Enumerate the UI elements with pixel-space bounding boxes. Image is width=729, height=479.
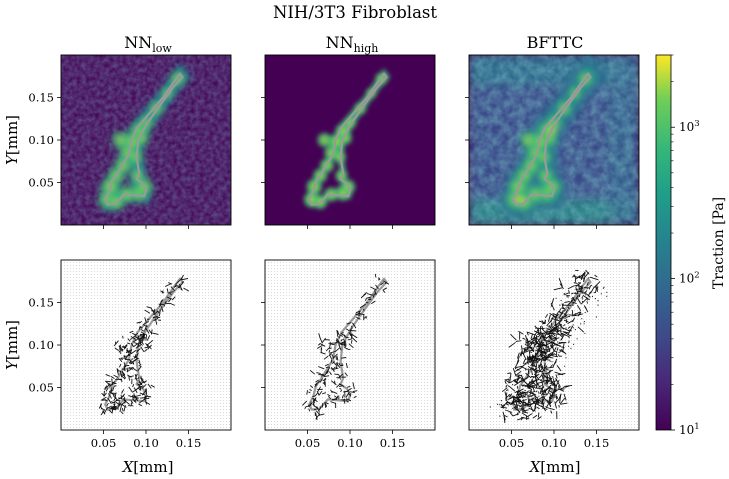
- x-tick-label: 0.05: [295, 436, 321, 450]
- x-tick-label: 0.10: [541, 436, 567, 450]
- panel-grid: 0.050.100.150.05 0.10 0.150.050.100.150.05…: [28, 54, 640, 450]
- x-tick-label: 0.05: [499, 436, 525, 450]
- colorbar-tick-label: 102: [679, 271, 700, 286]
- column-title-bfttc: BFTTC: [527, 33, 584, 52]
- colorbar-gradient: [655, 54, 672, 431]
- y-tick-label: 0.05: [28, 381, 54, 395]
- cell-outline: [308, 72, 388, 206]
- traction-arrows: [98, 274, 190, 416]
- panel-vector-field-nn-low: 0.05 0.10 0.15 0.05 0.10 0.15: [28, 259, 232, 450]
- x-tick-label: 0.15: [584, 436, 610, 450]
- x-tick-label: 0.10: [133, 436, 159, 450]
- traction-arrows: [302, 273, 390, 420]
- x-tick-label: 0.10: [337, 436, 363, 450]
- y-tick-label: 0.15: [28, 91, 54, 105]
- figure-title: NIH/3T3 Fibroblast: [273, 3, 437, 22]
- x-tick-label: 0.15: [380, 436, 406, 450]
- ylabel-top: Y[mm]: [3, 115, 21, 165]
- colorbar-tick-label: 101: [679, 422, 700, 437]
- colorbar-label: Traction [Pa]: [711, 197, 727, 289]
- y-tick-label: 0.15: [28, 296, 54, 310]
- xlabel-left: X[mm]: [122, 458, 174, 476]
- y-tick-label: 0.10: [28, 338, 54, 352]
- grid-dots: [61, 260, 231, 430]
- column-title-nn-low: NNlow: [124, 33, 172, 55]
- panel-traction-map-nn-low: 0.05 0.10 0.15: [28, 54, 232, 229]
- x-tick-label: 0.15: [176, 436, 202, 450]
- ylabel-bottom: Y[mm]: [3, 320, 21, 370]
- cell-outline: [104, 72, 184, 206]
- x-tick-label: 0.05: [91, 436, 117, 450]
- panel-vector-field-bfttc: 0.05 0.10 0.15: [465, 259, 640, 450]
- y-tick-label: 0.05: [28, 176, 54, 190]
- colorbar: 101 102 103 Traction [Pa]: [655, 54, 727, 437]
- panel-vector-field-nn-high: 0.05 0.10 0.15: [261, 259, 436, 450]
- xlabel-right: X[mm]: [529, 458, 581, 476]
- colorbar-tick-label: 103: [679, 119, 700, 134]
- y-tick-label: 0.10: [28, 133, 54, 147]
- column-title-nn-high: NNhigh: [326, 33, 379, 55]
- panel-traction-map-nn-high: [261, 54, 436, 229]
- panel-traction-map-bfttc: [465, 54, 640, 229]
- cell-outline: [512, 72, 592, 206]
- traction-arrows: [489, 269, 608, 424]
